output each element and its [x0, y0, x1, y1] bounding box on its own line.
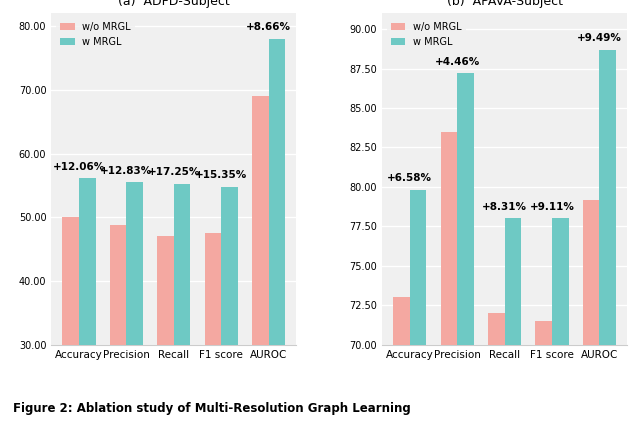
Text: +17.25%: +17.25% [148, 168, 200, 178]
Bar [173, 184, 190, 442]
Legend: w/o MRGL, w MRGL: w/o MRGL, w MRGL [387, 18, 466, 51]
Title: (a)  ADFD-Subject: (a) ADFD-Subject [118, 0, 230, 8]
Bar [393, 297, 410, 442]
Bar [410, 190, 426, 442]
Text: +12.83%: +12.83% [100, 166, 152, 175]
Bar [62, 217, 79, 442]
Bar [536, 321, 552, 442]
Bar [79, 179, 95, 442]
Legend: w/o MRGL, w MRGL: w/o MRGL, w MRGL [56, 18, 135, 51]
Text: +6.58%: +6.58% [387, 173, 433, 183]
Bar [109, 225, 126, 442]
Bar [457, 73, 474, 442]
Bar [488, 313, 505, 442]
Text: +8.31%: +8.31% [482, 202, 527, 212]
Bar [441, 132, 457, 442]
Bar [269, 39, 285, 442]
Bar [252, 96, 269, 442]
Text: +9.49%: +9.49% [577, 33, 622, 43]
Bar [157, 236, 173, 442]
Bar [505, 218, 521, 442]
Text: +9.11%: +9.11% [530, 202, 575, 212]
Text: +4.46%: +4.46% [435, 57, 480, 67]
Bar [583, 199, 600, 442]
Bar [126, 182, 143, 442]
Text: +12.06%: +12.06% [53, 162, 105, 172]
Bar [600, 50, 616, 442]
Bar [221, 187, 237, 442]
Title: (b)  APAVA-Subject: (b) APAVA-Subject [447, 0, 563, 8]
Text: +8.66%: +8.66% [246, 22, 291, 32]
Bar [552, 218, 569, 442]
Text: +15.35%: +15.35% [195, 170, 247, 180]
Bar [205, 233, 221, 442]
Text: Figure 2: Ablation study of Multi-Resolution Graph Learning: Figure 2: Ablation study of Multi-Resolu… [13, 402, 410, 415]
